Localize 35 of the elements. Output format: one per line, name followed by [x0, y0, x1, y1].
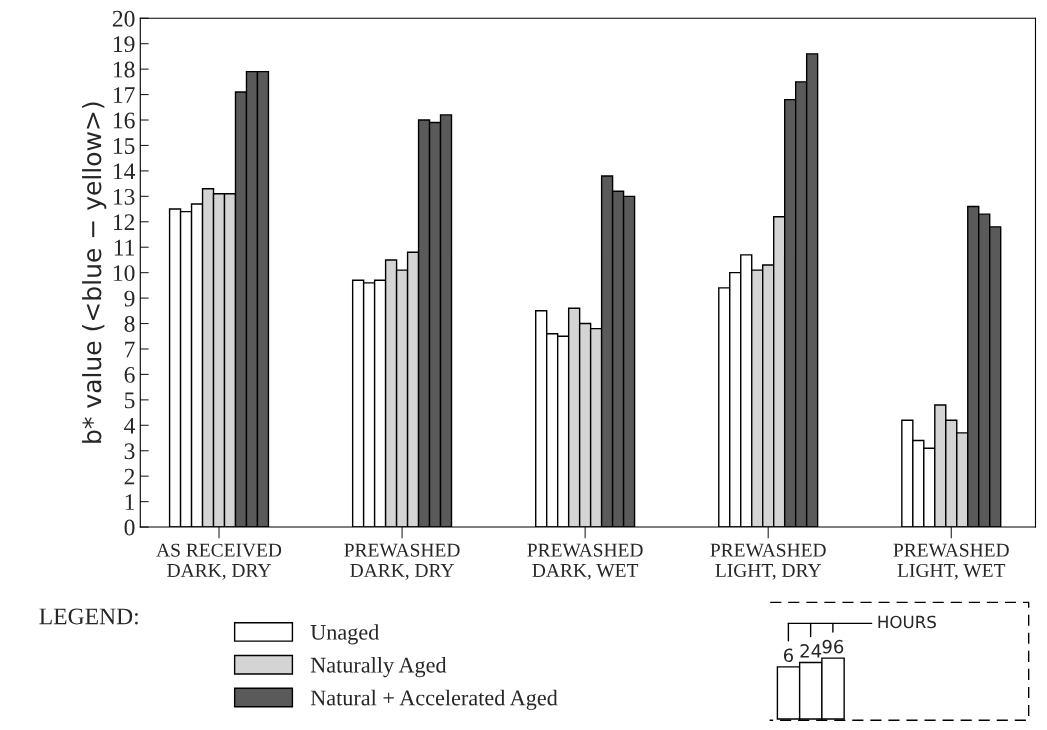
y-tick-label: 7 — [125, 341, 135, 358]
text: 96 — [822, 639, 844, 654]
y-tick-label: 19 — [113, 36, 135, 53]
legend-title: LEGEND: — [39, 608, 138, 625]
y-tick-label: 3 — [124, 443, 135, 460]
y-tick-label: 20 — [112, 10, 135, 27]
legend-label: Unaged — [310, 624, 380, 645]
y-tick-label: 14 — [113, 163, 136, 180]
y-axis-title: b* value (<blue − yellow>) — [82, 102, 107, 443]
text: HOURS — [878, 615, 936, 629]
y-tick-label: 13 — [113, 188, 135, 205]
legend-label: Natural + Accelerated Aged — [310, 689, 558, 710]
x-tick-label: PREWASHED LIGHT, DRY — [710, 543, 826, 580]
y-tick-label: 18 — [113, 61, 135, 78]
y-tick-label: 10 — [113, 265, 135, 282]
y-tick-label: 0 — [124, 519, 135, 536]
y-tick-label: 15 — [113, 138, 135, 154]
y-tick-label: 6 — [124, 366, 135, 383]
text: 24 — [800, 644, 822, 658]
x-tick-label: PREWASHED DARK, DRY — [344, 543, 460, 580]
x-tick-label: AS RECEIVED DARK, DRY — [156, 543, 282, 580]
y-tick-label: 17 — [113, 87, 135, 103]
y-tick-label: 1 — [125, 494, 135, 510]
y-tick-label: 4 — [124, 417, 136, 434]
y-tick-label: 12 — [113, 214, 135, 230]
y-tick-label: 2 — [124, 468, 135, 485]
text: 6 — [783, 648, 793, 663]
x-tick-label: PREWASHED LIGHT, WET — [893, 543, 1009, 580]
y-tick-label: 9 — [124, 290, 135, 307]
y-tick-label: 5 — [125, 392, 135, 409]
x-tick-label: PREWASHED DARK, WET — [527, 543, 643, 580]
legend-label: Naturally Aged — [310, 656, 447, 678]
y-tick-label: 11 — [114, 239, 135, 256]
y-tick-label: 8 — [124, 316, 135, 332]
y-tick-label: 16 — [113, 112, 135, 129]
